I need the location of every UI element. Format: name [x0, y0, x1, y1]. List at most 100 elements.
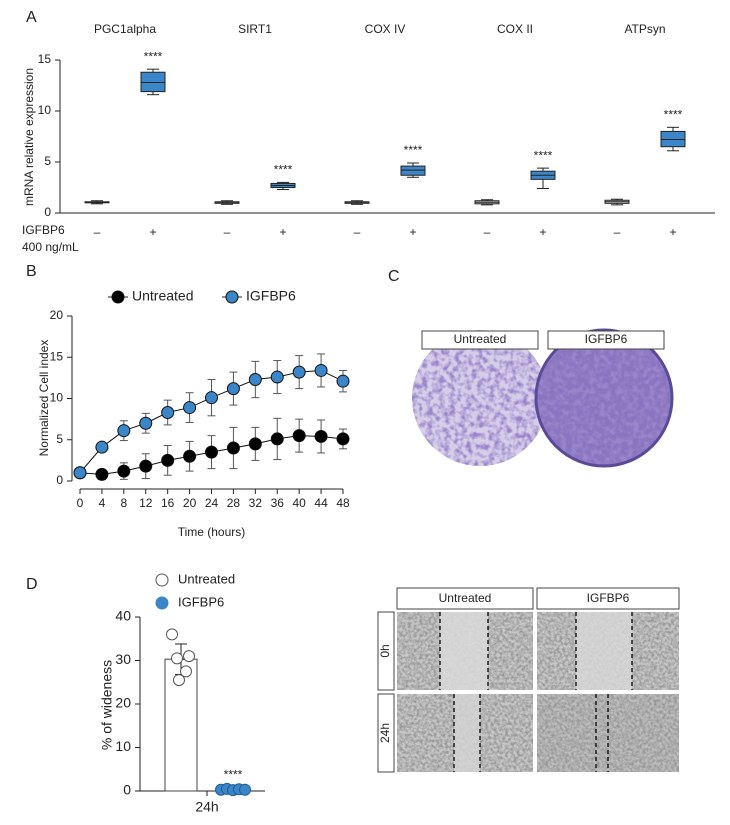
y-tick-label: 10	[115, 738, 131, 754]
group-title: COX II	[497, 22, 533, 36]
point	[117, 424, 131, 438]
y-tick-label: 0	[123, 782, 131, 798]
x-tick-label: –	[224, 225, 231, 239]
legend-label: IGFBP6	[246, 288, 296, 304]
image-header	[396, 587, 534, 610]
y-axis-label: Normalized Cell index	[37, 340, 51, 457]
point	[161, 406, 175, 420]
column-label: Untreated	[439, 591, 492, 605]
point	[292, 365, 306, 379]
legend-marker	[225, 290, 239, 304]
y-axis-label: mRNA relative expression	[22, 68, 36, 206]
significance: ****	[224, 768, 243, 782]
x-tick-label: 24h	[195, 799, 218, 815]
panel-label: D	[26, 576, 38, 593]
y-tick-label: 40	[115, 608, 131, 624]
image-header	[547, 330, 665, 350]
image-header	[421, 330, 539, 350]
legend-label: IGFBP6	[178, 594, 224, 609]
box	[140, 71, 166, 93]
legend-marker	[155, 596, 169, 610]
x-tick-label: 32	[249, 496, 263, 510]
scratch-gap	[454, 694, 480, 772]
significance: ****	[664, 107, 683, 121]
group-title: SIRT1	[238, 22, 272, 36]
x-tick-label: 16	[161, 496, 175, 510]
x-tick-label: 24	[205, 496, 219, 510]
y-tick-label: 20	[50, 308, 64, 322]
point	[314, 429, 328, 443]
panel-label: C	[388, 268, 400, 285]
significance: ****	[274, 163, 293, 177]
x-tick-label: 48	[336, 496, 350, 510]
point	[166, 628, 178, 641]
y-tick-label: 15	[38, 52, 52, 66]
panel-label: B	[26, 263, 37, 280]
y-tick-label: 10	[50, 391, 64, 405]
row-header	[377, 611, 395, 691]
point	[292, 429, 306, 443]
point	[248, 437, 262, 451]
image-header	[536, 587, 680, 610]
y-tick-label: 5	[44, 154, 51, 168]
point	[239, 783, 251, 796]
x-tick-label: +	[279, 225, 286, 239]
y-tick-label: 0	[44, 205, 51, 219]
point	[314, 363, 328, 377]
x-tick-label: –	[484, 225, 491, 239]
point	[171, 652, 183, 665]
point	[336, 374, 350, 388]
box	[400, 165, 426, 176]
group-title: ATPsyn	[624, 22, 665, 36]
y-axis-label: % of wideness	[99, 660, 115, 750]
legend-label: Untreated	[178, 571, 235, 586]
point	[270, 432, 284, 446]
y-tick-label: 20	[115, 695, 131, 711]
column-label: IGFBP6	[585, 332, 628, 346]
plate-rim	[534, 328, 674, 468]
y-tick-label: 5	[56, 432, 63, 446]
row-label: 24h	[378, 723, 392, 743]
x-tick-label: 36	[271, 496, 285, 510]
point	[161, 453, 175, 467]
point	[95, 440, 109, 454]
column-label: Untreated	[454, 332, 507, 346]
x-tick-label: 4	[99, 496, 106, 510]
plates	[412, 328, 674, 468]
point	[248, 373, 262, 387]
x-axis-label: Time (hours)	[178, 525, 246, 539]
x-tick-label: 44	[314, 496, 328, 510]
point	[95, 467, 109, 481]
point	[226, 382, 240, 396]
point	[183, 650, 195, 663]
point	[180, 665, 192, 678]
scratch-gap	[576, 612, 632, 690]
significance: ****	[534, 148, 553, 162]
x-tick-label: +	[409, 225, 416, 239]
x-tick-label: 20	[183, 496, 197, 510]
column-label: IGFBP6	[587, 591, 630, 605]
scratch-gap	[440, 612, 488, 690]
x-tick-label: 40	[292, 496, 306, 510]
group-title: PGC1alpha	[94, 22, 156, 36]
point	[183, 449, 197, 463]
row-header	[377, 693, 395, 773]
x-tick-label: 28	[227, 496, 241, 510]
x-tick-label: +	[669, 225, 676, 239]
y-tick-label: 0	[56, 473, 63, 487]
legend-label: Untreated	[132, 288, 193, 304]
row-label: 0h	[378, 644, 392, 657]
x-tick-label: –	[94, 225, 101, 239]
significance: ****	[404, 143, 423, 157]
plate-texture	[412, 330, 548, 466]
x-tick-label: 12	[139, 496, 153, 510]
legend-marker	[155, 573, 169, 587]
point	[205, 391, 218, 405]
x-tick-label: –	[614, 225, 621, 239]
point	[270, 370, 284, 384]
point	[336, 432, 350, 446]
significance: ****	[144, 49, 163, 63]
scratch-images	[397, 612, 679, 772]
box	[660, 130, 686, 148]
